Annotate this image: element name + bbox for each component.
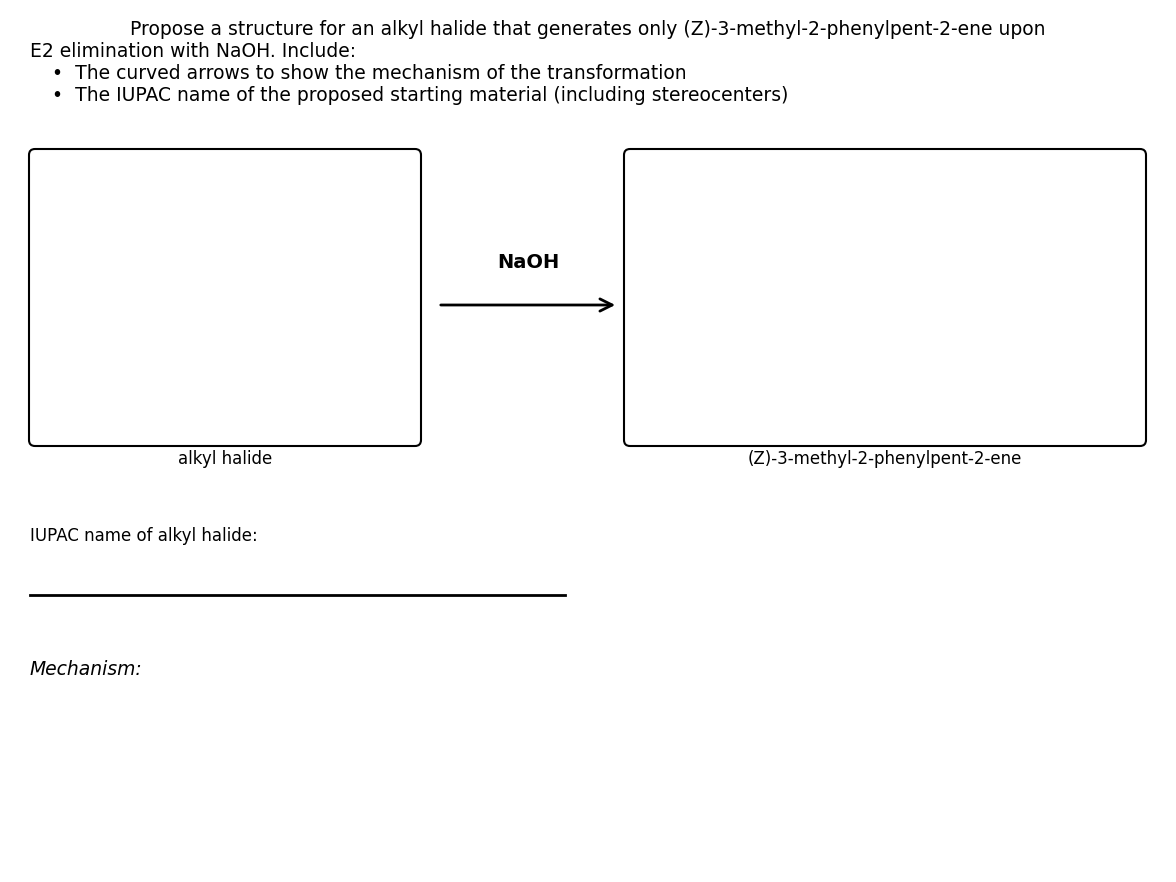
Text: NaOH: NaOH <box>497 253 559 272</box>
Text: (Z)-3-methyl-2-phenylpent-2-ene: (Z)-3-methyl-2-phenylpent-2-ene <box>748 450 1022 468</box>
Text: •  The curved arrows to show the mechanism of the transformation: • The curved arrows to show the mechanis… <box>52 64 687 83</box>
Text: E2 elimination with NaOH. Include:: E2 elimination with NaOH. Include: <box>31 42 356 61</box>
Text: •  The IUPAC name of the proposed starting material (including stereocenters): • The IUPAC name of the proposed startin… <box>52 86 788 105</box>
FancyBboxPatch shape <box>29 149 421 446</box>
FancyBboxPatch shape <box>624 149 1145 446</box>
Text: alkyl halide: alkyl halide <box>178 450 272 468</box>
Text: Propose a structure for an alkyl halide that generates only (Z)-3-methyl-2-pheny: Propose a structure for an alkyl halide … <box>131 20 1045 39</box>
Text: IUPAC name of alkyl halide:: IUPAC name of alkyl halide: <box>31 527 258 545</box>
Text: Mechanism:: Mechanism: <box>31 660 142 679</box>
